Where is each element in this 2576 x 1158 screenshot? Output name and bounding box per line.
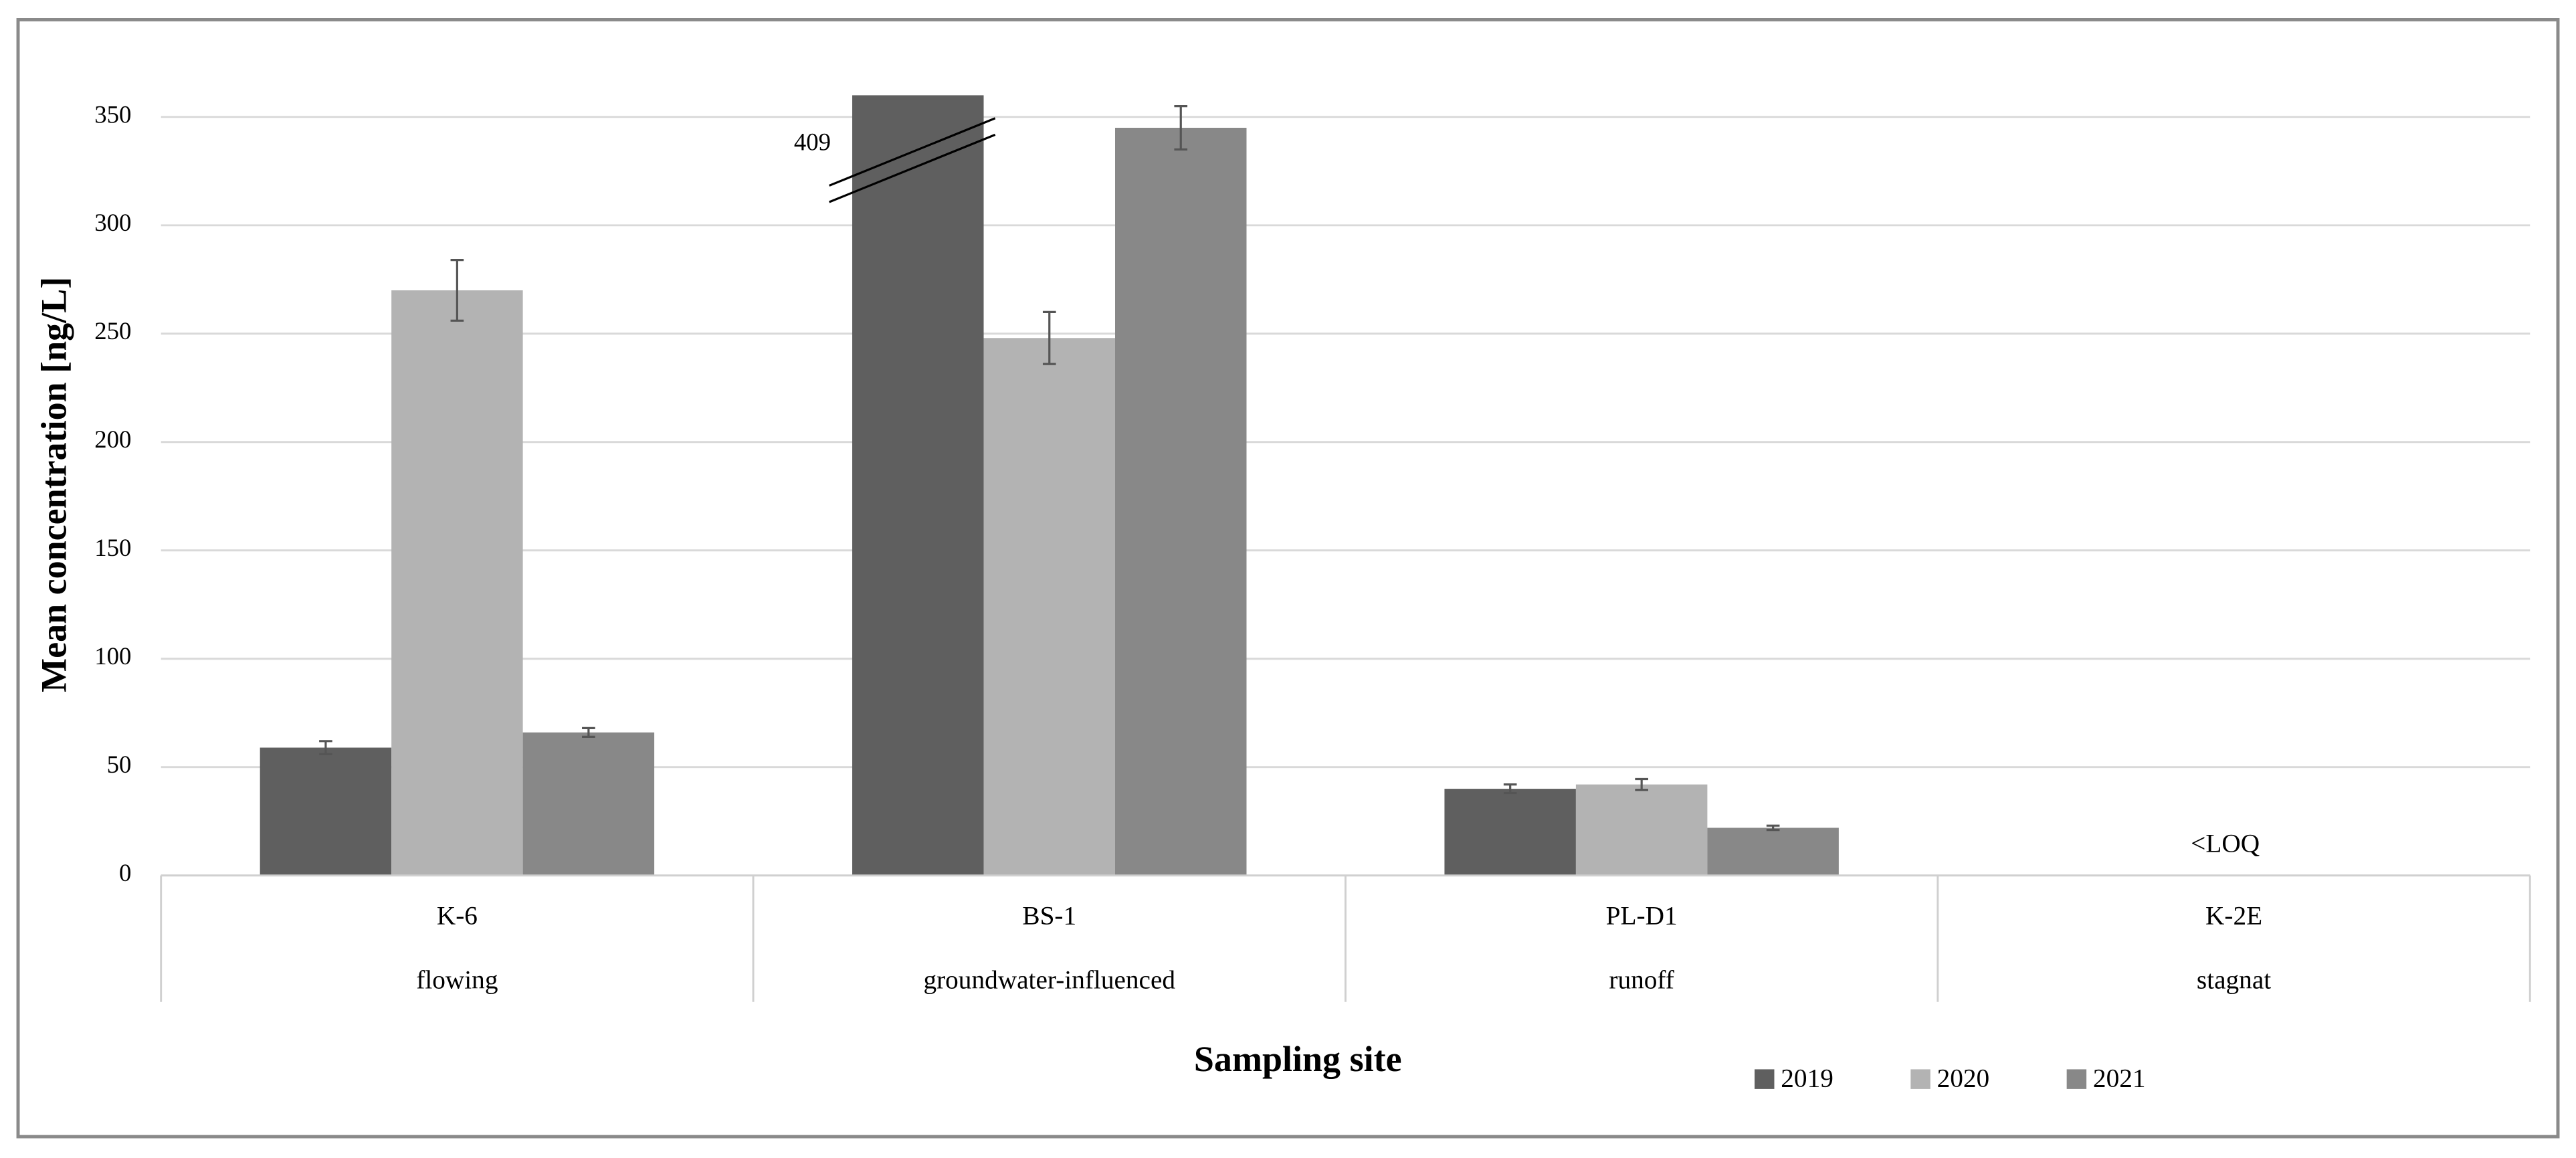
legend-label: 2021: [2093, 1064, 2146, 1093]
bar: [1444, 789, 1576, 876]
legend-swatch: [1910, 1069, 1930, 1089]
y-tick-label: 200: [94, 425, 131, 453]
y-tick-label: 0: [119, 859, 131, 886]
group-label: flowing: [416, 965, 498, 994]
error-bar: [319, 740, 332, 755]
error-bar: [582, 727, 595, 738]
legend-swatch: [2066, 1069, 2087, 1089]
error-bar: [1042, 310, 1056, 365]
bar: [522, 732, 655, 876]
error-bar: [1635, 777, 1648, 791]
bar: [391, 290, 523, 876]
bar: [260, 747, 392, 876]
y-tick-label: 250: [94, 317, 131, 345]
y-tick-label: 50: [107, 751, 132, 778]
y-tick-label: 350: [94, 100, 131, 128]
x-axis-title: Sampling site: [1194, 1039, 1402, 1079]
legend-label: 2020: [1937, 1064, 1990, 1093]
axis-break: [829, 117, 996, 187]
error-bar: [1174, 105, 1188, 151]
legend-swatch: [1755, 1069, 1775, 1089]
bar: [852, 95, 984, 876]
bar: [983, 338, 1116, 876]
x-tick-label: K-2E: [2205, 902, 2262, 931]
error-bar: [1503, 783, 1517, 795]
group-label: runoff: [1609, 965, 1674, 994]
x-tick-label: K-6: [437, 902, 478, 931]
data-label: 409: [794, 128, 831, 156]
error-bar: [450, 259, 464, 322]
error-bar: [1766, 824, 1780, 832]
bar: [1707, 828, 1839, 876]
bar: [1115, 128, 1247, 876]
y-tick-label: 150: [94, 534, 131, 561]
axis-break: [829, 133, 996, 203]
annotation: <LOQ: [2191, 830, 2260, 858]
y-tick-label: 100: [94, 642, 131, 670]
y-tick-label: 300: [94, 209, 131, 236]
x-tick-label: PL-D1: [1606, 902, 1678, 931]
y-axis-title: Mean concentration [ng/L]: [33, 277, 74, 692]
group-label: stagnat: [2197, 965, 2271, 994]
group-label: groundwater-influenced: [923, 965, 1175, 994]
legend-label: 2019: [1781, 1064, 1834, 1093]
x-tick-label: BS-1: [1022, 902, 1076, 931]
bar: [1575, 784, 1708, 876]
